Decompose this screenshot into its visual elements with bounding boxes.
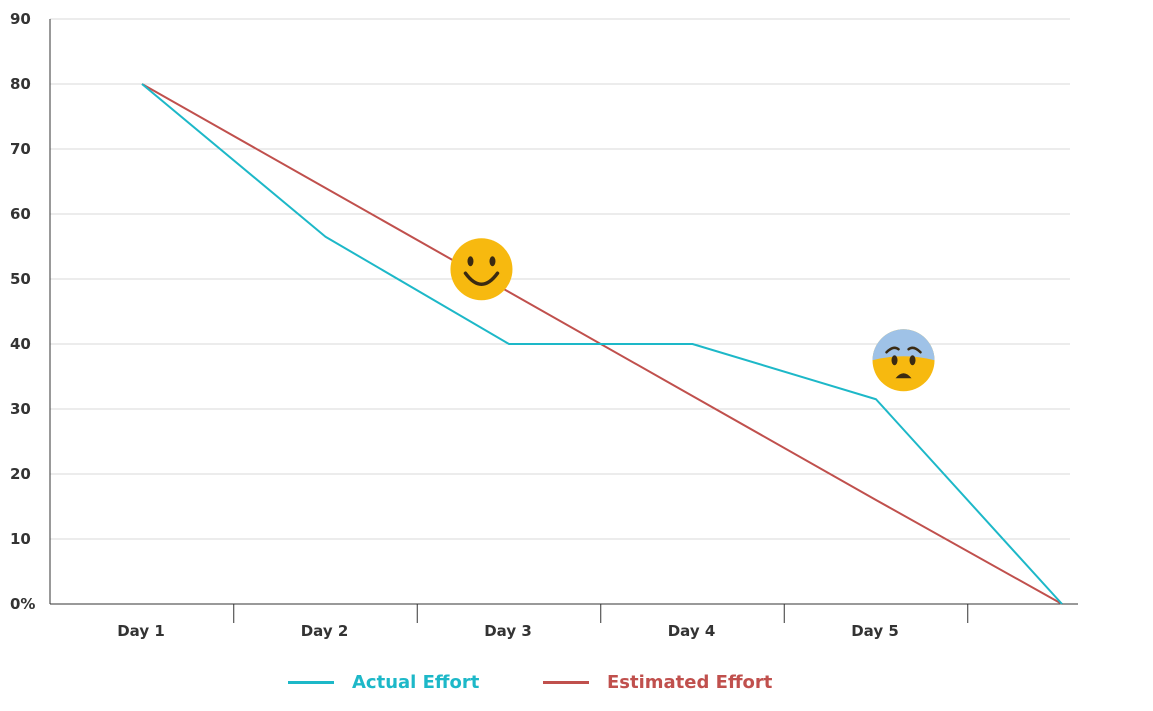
y-axis-ticks: 0% 10 20 30 40 50 60 70 80 90 xyxy=(10,10,35,613)
legend: Actual Effort Estimated Effort xyxy=(0,672,1153,702)
y-tick-label: 50 xyxy=(10,270,31,288)
legend-swatch-actual xyxy=(288,681,334,684)
series-line-actual-effort xyxy=(141,83,1063,605)
y-tick-label: 80 xyxy=(10,75,31,93)
legend-label-actual: Actual Effort xyxy=(352,672,480,693)
legend-item-estimated: Estimated Effort xyxy=(543,672,772,693)
y-tick-label: 10 xyxy=(10,530,31,548)
y-tick-label: 90 xyxy=(10,10,31,28)
legend-swatch-estimated xyxy=(543,681,589,684)
y-tick-label: 30 xyxy=(10,400,31,418)
x-tick-label: Day 2 xyxy=(301,622,349,640)
legend-label-estimated: Estimated Effort xyxy=(607,672,773,693)
gridlines xyxy=(50,18,1070,540)
smiley-face-icon xyxy=(450,238,513,301)
x-tick-label: Day 5 xyxy=(851,622,899,640)
y-tick-label: 60 xyxy=(10,205,31,223)
y-tick-label: 20 xyxy=(10,465,31,483)
y-tick-label: 0% xyxy=(10,595,35,613)
annotations xyxy=(450,238,935,392)
x-tick-label: Day 1 xyxy=(117,622,165,640)
series-lines xyxy=(141,83,1063,605)
x-axis: Day 1 Day 2 Day 3 Day 4 Day 5 xyxy=(49,19,1078,640)
x-tick-label: Day 3 xyxy=(484,622,532,640)
legend-item-actual: Actual Effort xyxy=(288,672,479,693)
y-tick-label: 40 xyxy=(10,335,31,353)
y-tick-label: 70 xyxy=(10,140,31,158)
worried-face-icon xyxy=(872,329,935,392)
x-tick-label: Day 4 xyxy=(668,622,716,640)
